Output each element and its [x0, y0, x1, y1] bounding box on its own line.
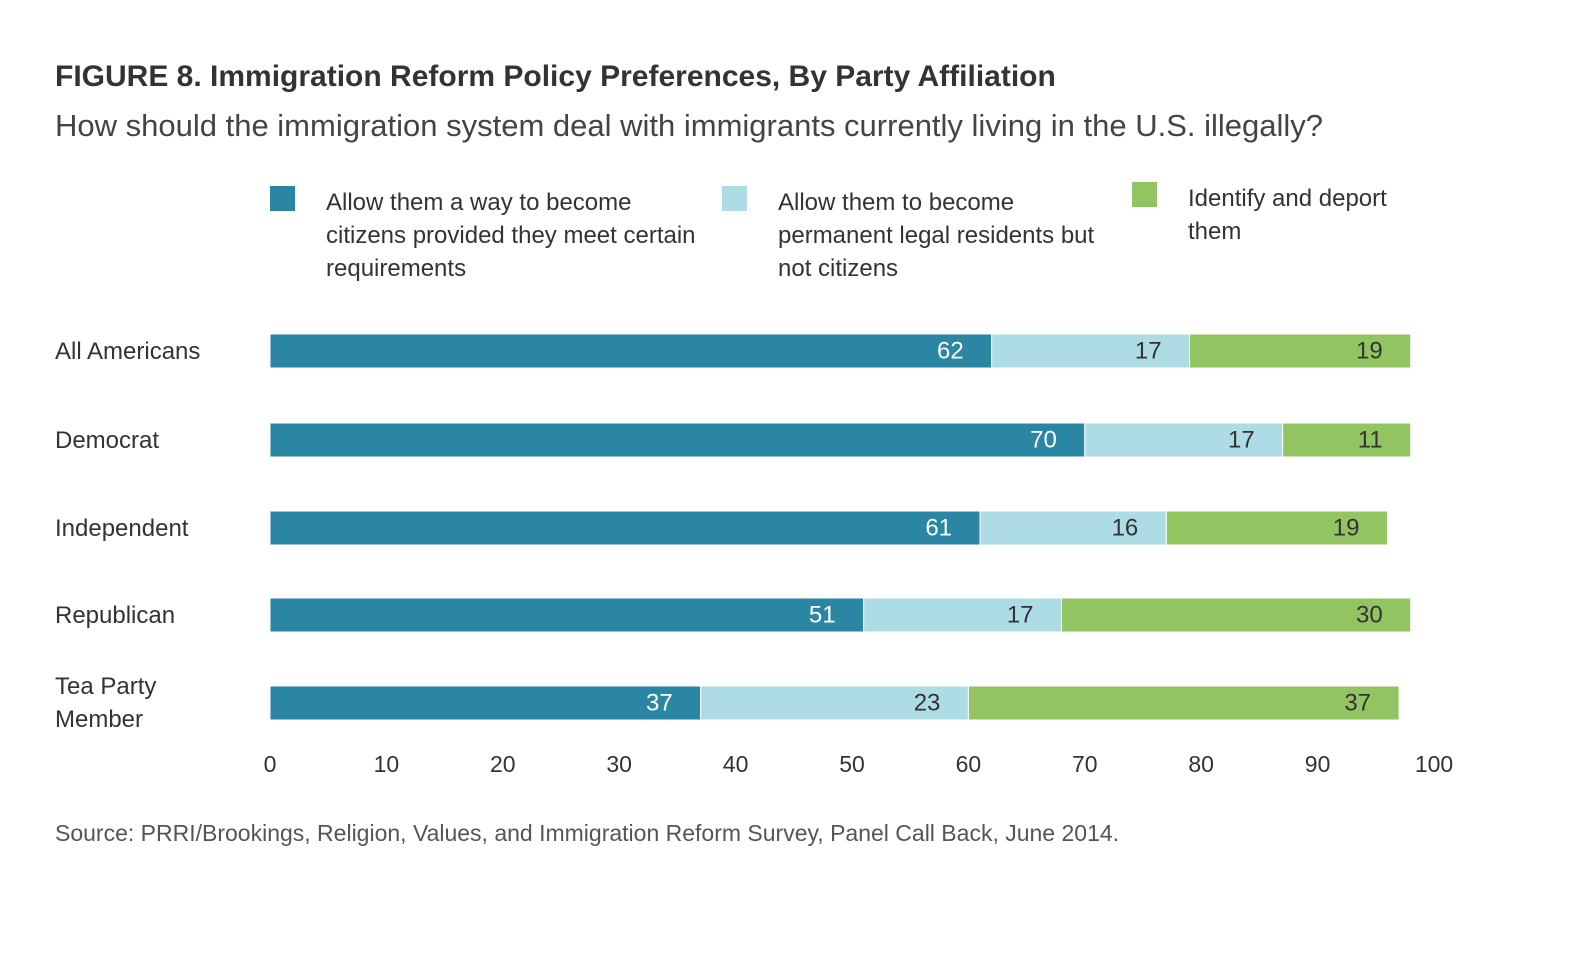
legend-swatch: [1132, 182, 1157, 207]
x-tick-label: 100: [1415, 751, 1453, 777]
value-label: 16: [1112, 514, 1139, 541]
bar-segment: [979, 510, 1167, 546]
bar-segment: [269, 597, 865, 633]
bar-segment: [991, 333, 1191, 369]
bar-segment: [967, 685, 1400, 721]
value-label: 19: [1356, 337, 1383, 364]
legend-swatch: [270, 186, 295, 211]
x-tick-label: 0: [264, 751, 277, 777]
bar-segment: [269, 333, 993, 369]
value-label: 30: [1356, 601, 1383, 628]
bar-segment: [1282, 422, 1412, 458]
x-tick-label: 10: [374, 751, 400, 777]
x-tick-label: 40: [723, 751, 749, 777]
value-label: 23: [914, 689, 941, 716]
bar-segment: [1061, 597, 1412, 633]
x-tick-label: 70: [1072, 751, 1098, 777]
chart-subtitle: How should the immigration system deal w…: [55, 108, 1324, 143]
value-label: 17: [1007, 601, 1034, 628]
category-label: Democrat: [55, 426, 160, 454]
bar-segment: [863, 597, 1063, 633]
value-label: 61: [925, 514, 952, 541]
bar-segment: [1084, 422, 1284, 458]
x-tick-label: 50: [839, 751, 865, 777]
value-label: 17: [1228, 426, 1255, 453]
x-tick-label: 80: [1188, 751, 1214, 777]
legend-label: Allow them to become permanent legal res…: [778, 189, 1095, 282]
value-label: 51: [809, 601, 836, 628]
value-label: 11: [1358, 426, 1383, 453]
legend-label: Allow them a way to become citizens prov…: [326, 189, 696, 282]
x-tick-label: 30: [606, 751, 632, 777]
value-label: 70: [1030, 426, 1057, 453]
x-tick-label: 60: [956, 751, 982, 777]
category-label: All Americans: [55, 337, 201, 365]
x-tick-label: 20: [490, 751, 516, 777]
source-note: Source: PRRI/Brookings, Religion, Values…: [55, 820, 1120, 846]
x-tick-label: 90: [1305, 751, 1331, 777]
value-label: 62: [937, 337, 964, 364]
value-label: 37: [646, 689, 673, 716]
value-label: 17: [1135, 337, 1162, 364]
legend-label: Identify and deport them: [1188, 185, 1387, 245]
category-label: Tea Party Member: [55, 673, 157, 733]
bar-segment: [269, 422, 1086, 458]
bar-segment: [1165, 510, 1388, 546]
legend-swatch: [722, 186, 747, 211]
category-label: Independent: [55, 514, 189, 542]
category-label: Republican: [55, 601, 176, 629]
chart-title: FIGURE 8. Immigration Reform Policy Pref…: [55, 60, 1056, 93]
bar-segment: [700, 685, 969, 721]
bar-segment: [1189, 333, 1412, 369]
value-label: 37: [1344, 689, 1371, 716]
value-label: 19: [1333, 514, 1360, 541]
bar-segment: [269, 685, 702, 721]
bar-segment: [269, 510, 981, 546]
